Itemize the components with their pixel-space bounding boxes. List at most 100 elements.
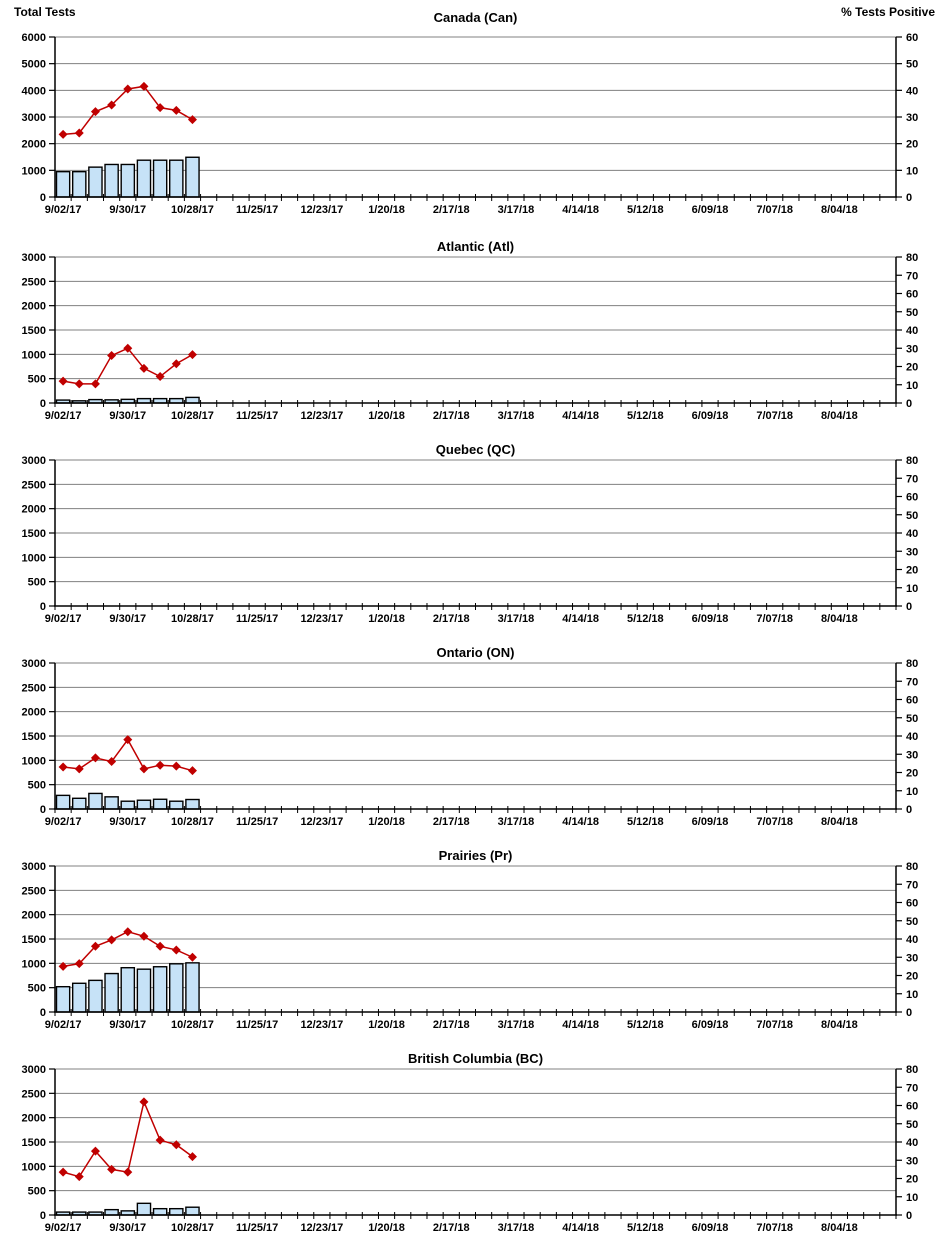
right-tick-label: 60 [906,898,918,910]
x-tick-label: 5/12/18 [627,204,664,216]
diamond-marker-icon [107,100,117,110]
pct-positive-line [62,1099,193,1178]
x-tick-label: 8/04/18 [821,204,858,216]
total-tests-bar [88,979,103,1013]
x-tick-label: 9/02/17 [45,204,82,216]
total-tests-bar [71,170,87,198]
chart-canvas-british-columbia: 0 500 1000 1500 2000 2500 3000 0 10 20 30 40 50 60 70 8… [22,1051,919,1234]
chart-canvas-quebec: 0 500 1000 1500 2000 2500 3000 0 10 20 30 40 50 60 70 8… [22,442,919,625]
left-tick-label: 1500 [22,731,46,743]
x-tick-label: 7/07/18 [756,410,793,422]
total-tests-bar [71,982,87,1013]
total-tests-bar [185,962,200,1013]
total-tests-bar [136,968,152,1013]
x-tick-label: 9/02/17 [45,816,82,828]
diamond-marker-icon [90,753,100,763]
chart-title: Ontario (ON) [437,645,515,660]
diamond-marker-icon [187,1152,197,1162]
x-tick-label: 4/14/18 [562,204,599,216]
x-tick-label: 5/12/18 [627,816,664,828]
right-tick-label: 0 [906,601,912,613]
x-tick-label: 8/04/18 [821,816,858,828]
diamond-marker-icon [171,1140,181,1150]
diamond-marker-icon [90,379,100,389]
left-tick-label: 2000 [22,301,46,313]
left-tick-label: 2500 [22,682,46,694]
x-tick-label: 6/09/18 [692,410,729,422]
left-tick-label: 2500 [22,885,46,897]
x-tick-label: 3/17/18 [498,613,535,625]
chart-atlantic: 0 500 1000 1500 2000 2500 3000 0 10 20 30 40 50 60 70 8… [0,237,943,440]
chart-title: Atlantic (Atl) [437,239,514,254]
left-tick-label: 3000 [22,112,46,124]
left-tick-label: 1000 [22,755,46,767]
total-tests-bar [152,798,168,810]
x-tick-label: 7/07/18 [756,1222,793,1234]
right-tick-label: 40 [906,528,918,540]
chart-canvas-prairies: 0 500 1000 1500 2000 2500 3000 0 10 20 30 40 50 60 70 8… [22,848,919,1031]
chart-title: Prairies (Pr) [439,848,513,863]
total-tests-bar [136,799,152,810]
left-tick-label: 1000 [22,349,46,361]
chart-canada: 0 1000 2000 3000 4000 5000 6000 0 10 20 30 40 50 60 9/… [0,0,943,237]
x-tick-label: 7/07/18 [756,613,793,625]
total-tests-bar [169,159,184,198]
left-tick-label: 6000 [22,32,46,44]
right-tick-label: 60 [906,289,918,301]
left-tick-label: 2500 [22,276,46,288]
x-tick-label: 7/07/18 [756,1019,793,1031]
left-tick-label: 2500 [22,1088,46,1100]
total-tests-bar [185,156,200,198]
diamond-marker-icon [74,128,84,138]
x-tick-label: 9/30/17 [109,613,146,625]
left-axis-title: Total Tests [14,5,76,19]
diamond-marker-icon [58,961,68,971]
right-tick-label: 50 [906,916,918,928]
x-tick-label: 5/12/18 [627,613,664,625]
left-tick-label: 500 [28,983,46,995]
left-tick-label: 0 [40,1210,46,1222]
diamond-marker-icon [187,766,197,776]
x-tick-label: 11/25/17 [236,816,278,828]
diamond-marker-icon [90,941,100,951]
chart-british-columbia: 0 500 1000 1500 2000 2500 3000 0 10 20 30 40 50 60 70 8… [0,1049,943,1252]
right-tick-label: 30 [906,1155,918,1167]
diamond-marker-icon [139,931,149,941]
x-tick-label: 8/04/18 [821,1019,858,1031]
x-tick-label: 2/17/18 [433,1222,470,1234]
diamond-marker-icon [155,103,165,113]
x-tick-label: 4/14/18 [562,1222,599,1234]
x-tick-label: 9/02/17 [45,410,82,422]
left-tick-label: 0 [40,804,46,816]
total-tests-bar [152,159,168,198]
right-tick-label: 10 [906,583,918,595]
left-tick-label: 2000 [22,139,46,151]
left-tick-label: 3000 [22,861,46,873]
right-tick-label: 10 [906,1192,918,1204]
right-tick-label: 0 [906,1210,912,1222]
right-tick-label: 50 [906,713,918,725]
right-tick-label: 30 [906,749,918,761]
total-tests-bar [120,163,136,198]
x-tick-label: 9/30/17 [109,410,146,422]
x-tick-label: 10/28/17 [171,1222,214,1234]
diamond-marker-icon [58,129,68,139]
right-tick-label: 30 [906,952,918,964]
x-tick-label: 10/28/17 [171,816,214,828]
right-tick-label: 10 [906,989,918,1001]
diamond-marker-icon [123,735,133,745]
x-tick-label: 4/14/18 [562,816,599,828]
right-tick-label: 70 [906,879,918,891]
total-tests-bar [136,159,152,198]
right-tick-label: 10 [906,380,918,392]
right-axis-title: % Tests Positive [841,5,935,19]
diamond-marker-icon [58,1167,68,1177]
x-tick-label: 2/17/18 [433,613,470,625]
x-tick-label: 3/17/18 [498,1019,535,1031]
x-tick-label: 9/02/17 [45,1222,82,1234]
left-tick-label: 0 [40,1007,46,1019]
left-tick-label: 500 [28,577,46,589]
right-tick-label: 60 [906,32,918,44]
diamond-marker-icon [58,376,68,386]
left-tick-label: 1500 [22,1137,46,1149]
